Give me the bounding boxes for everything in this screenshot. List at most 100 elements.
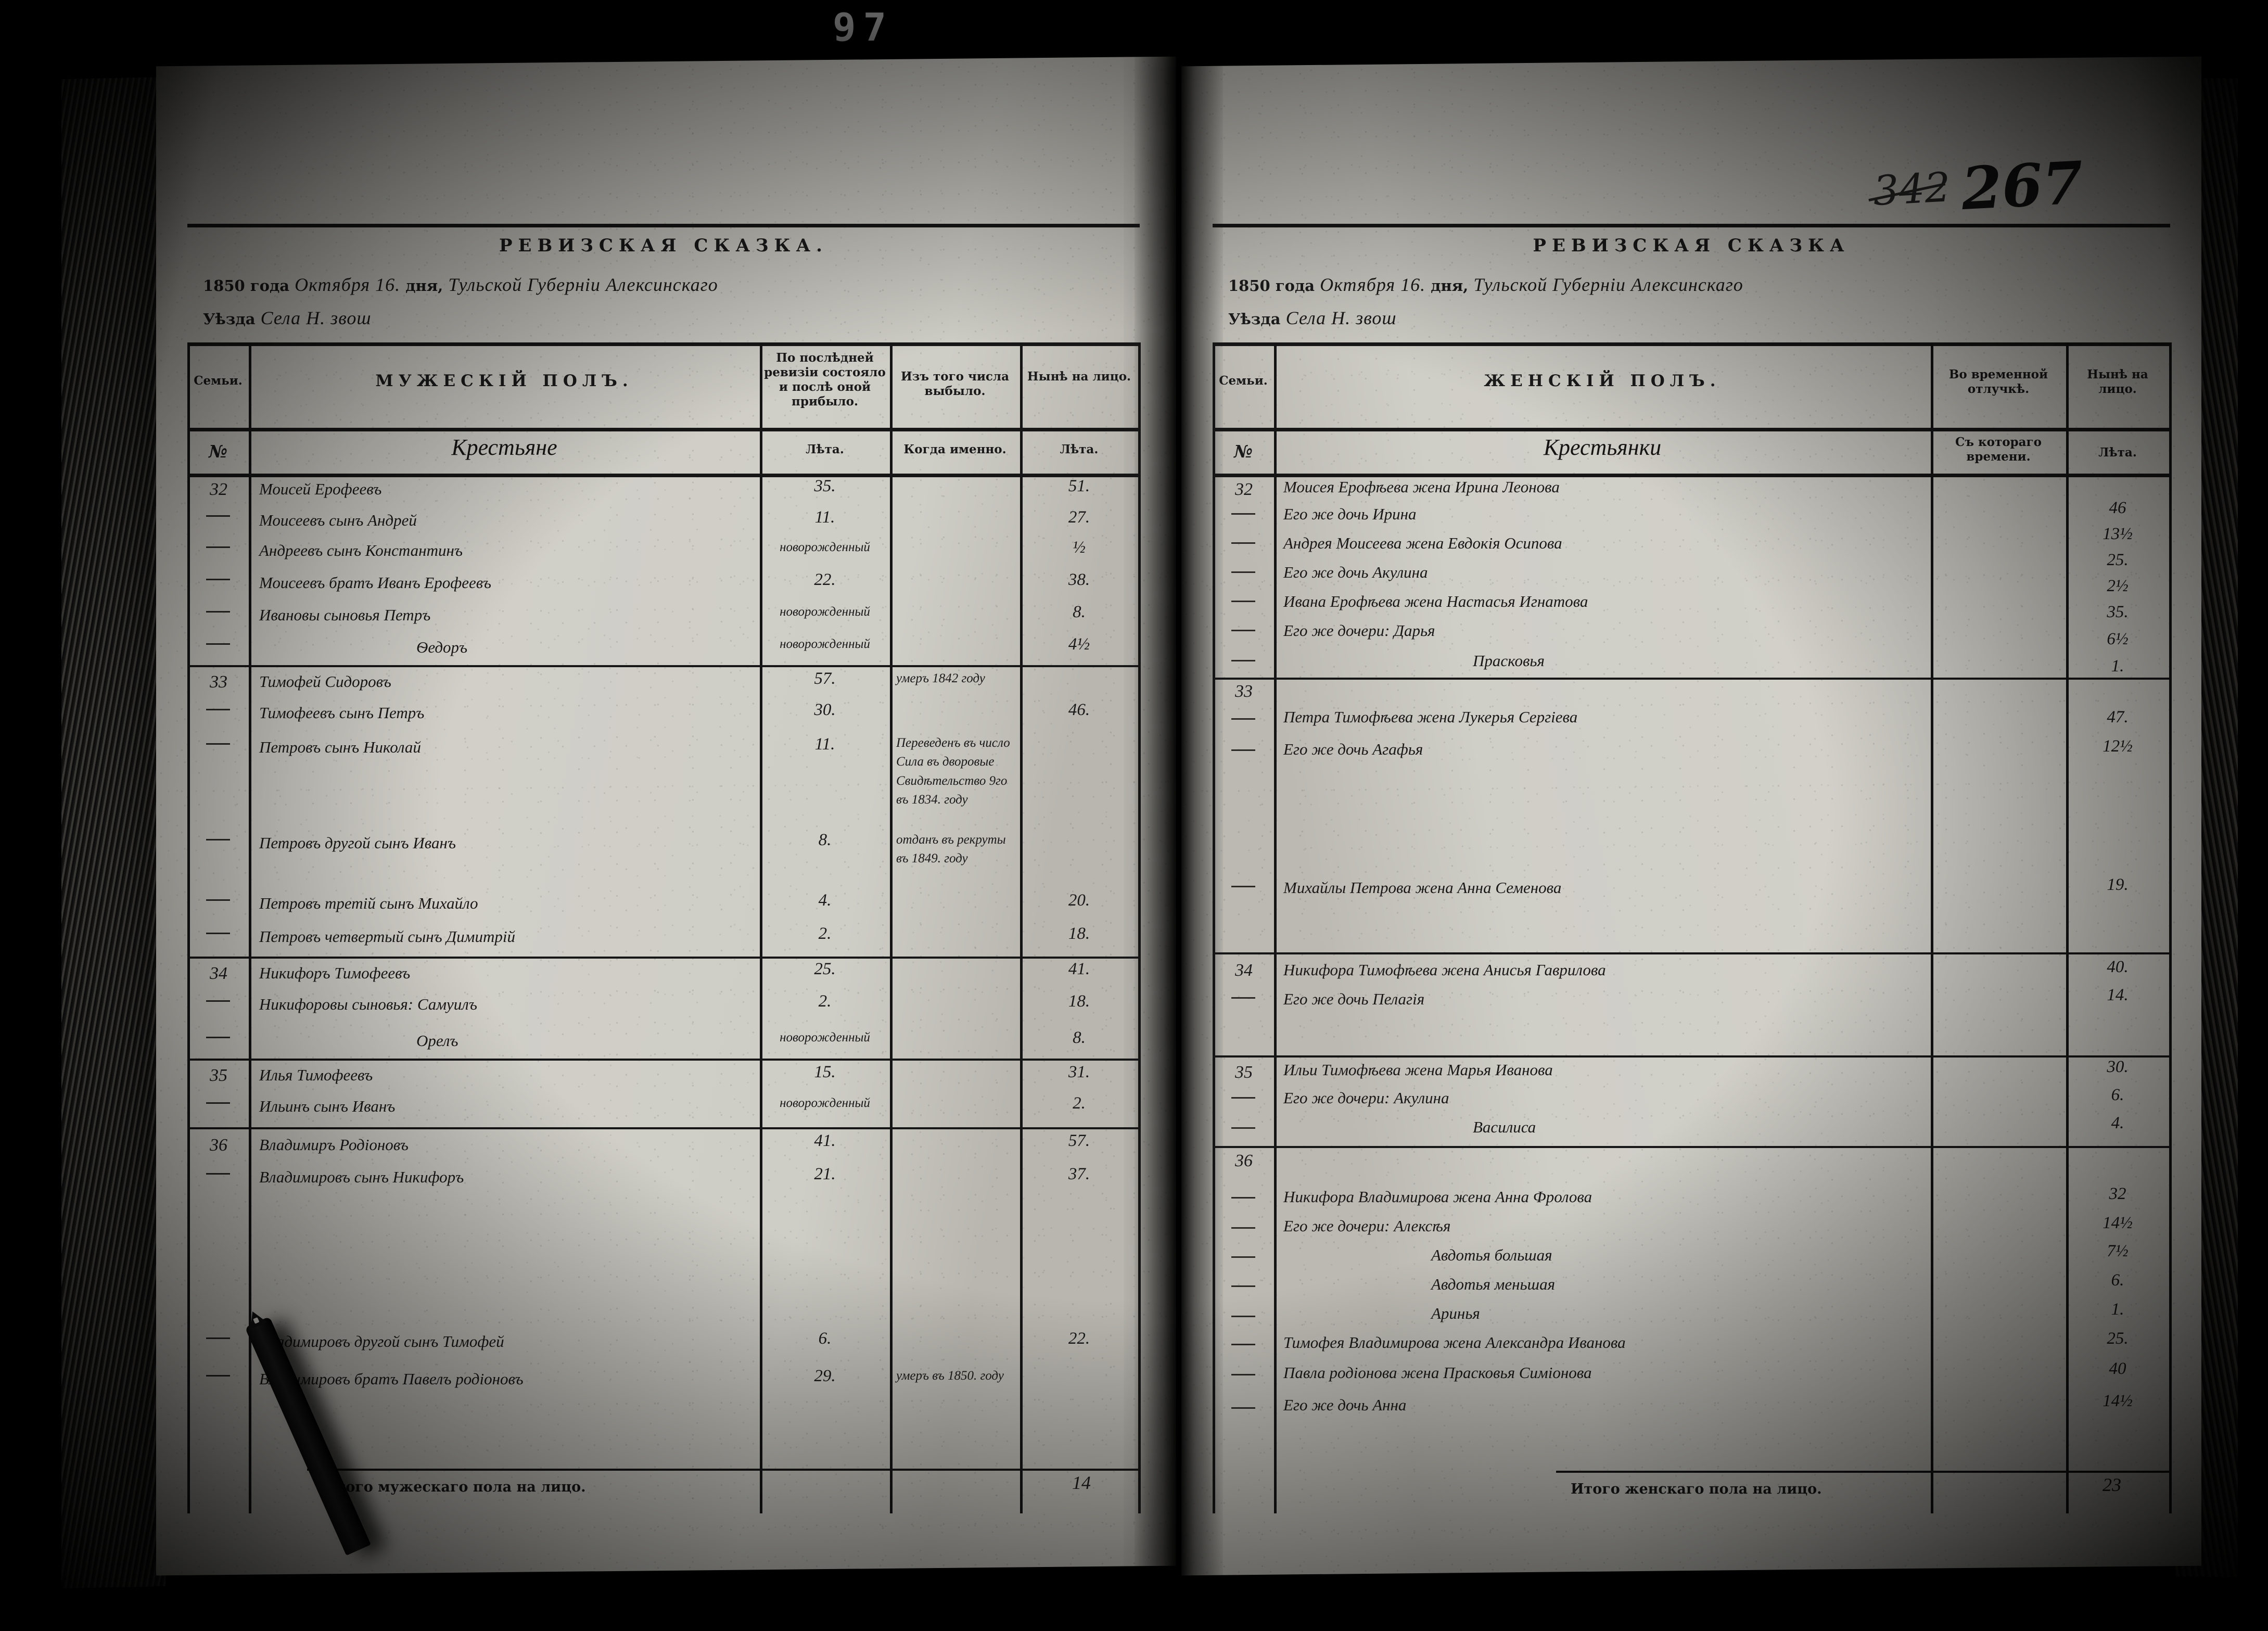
person-name: Михайлы Петрова жена Анна Семенова: [1283, 878, 1562, 897]
person-name: Моисеевъ братъ Иванъ Ерофеевъ: [259, 574, 491, 592]
colhead-now-left: Нынѣ на лицо.: [1027, 369, 1131, 384]
colhead-family-left: Семьи.: [194, 374, 243, 388]
subhead-years-now-right: Лѣта.: [2098, 445, 2137, 460]
colhead-absent-right: Во временной отлучкѣ.: [1948, 367, 2048, 397]
person-age-prev: новорожденный: [780, 1030, 870, 1044]
person-age-now: 32: [2109, 1184, 2126, 1203]
person-name: Авдотья большая: [1431, 1246, 1552, 1264]
family-number: 35: [1235, 1063, 1253, 1082]
subhead-peasant-women-right: Крестьянки: [1543, 435, 1662, 460]
page-title-right: РЕВИЗСКАЯ СКАЗКА: [1533, 235, 1850, 256]
person-age-now: 6.: [2111, 1086, 2124, 1104]
person-age-now: 4.: [2111, 1114, 2124, 1132]
person-name: Илья Тимофеевъ: [259, 1066, 373, 1084]
person-age-now: 51.: [1068, 477, 1090, 495]
person-age-prev: 29.: [814, 1367, 836, 1385]
person-age-prev: новорожденный: [780, 540, 870, 554]
person-name: Павла родіонова жена Прасковья Симіонова: [1283, 1364, 1592, 1382]
person-age-now: 25.: [2107, 1329, 2129, 1348]
subhead-years-now-left: Лѣта.: [1060, 442, 1099, 456]
person-age-now: 2.: [1073, 1094, 1086, 1113]
person-age-prev: новорожденный: [780, 637, 870, 651]
person-name: Ивана Ерофѣева жена Настасья Игнатова: [1283, 592, 1588, 610]
person-age-now: 40.: [2107, 958, 2129, 976]
person-age-now: ½: [1073, 538, 1086, 557]
preamble-line2-right: Уѣзда Села Н. звош: [1228, 307, 1397, 329]
person-age-now: 25.: [2107, 551, 2129, 569]
person-age-now: 8.: [1073, 1028, 1086, 1047]
total-value-male: 14: [1072, 1472, 1091, 1493]
subhead-peasants-left: Крестьяне: [451, 435, 557, 460]
preamble-date-left: Октября 16.: [295, 274, 401, 295]
person-name: Владимиръ Родіоновъ: [259, 1136, 409, 1154]
person-age-prev: 2.: [818, 992, 832, 1011]
subhead-when-left: Когда именно.: [903, 442, 1006, 456]
person-name: Тимофей Сидоровъ: [259, 672, 391, 691]
family-number: 36: [1235, 1151, 1253, 1170]
book-gutter-shadow: [1135, 31, 1223, 1603]
family-number: 33: [1235, 682, 1253, 701]
total-label-male: Итого мужескаго пола на лицо.: [324, 1479, 586, 1495]
person-age-now: 18.: [1068, 992, 1090, 1011]
family-number: 32: [1235, 480, 1253, 499]
person-name: Его же дочь Акулина: [1283, 563, 1428, 581]
person-age-now: 18.: [1068, 924, 1090, 943]
person-age-now: 6½: [2107, 630, 2129, 648]
person-name: Петровъ третій сынъ Михайло: [259, 894, 478, 912]
preamble-uyezd-right: Уѣзда: [1228, 310, 1281, 328]
person-age-now: 7½: [2107, 1242, 2129, 1260]
person-age-prev: новорожденный: [780, 1096, 870, 1110]
person-name: Никифоръ Тимофеевъ: [259, 964, 411, 982]
person-age-now: 14½: [2103, 1392, 2133, 1410]
person-name: Его же дочери: Акулина: [1283, 1089, 1449, 1107]
revision-table-female: РЕВИЗСКАЯ СКАЗКА 1850 года Октября 16. д…: [1213, 224, 2172, 1514]
departure-note: отданъ въ рекруты въ 1849. году: [896, 833, 1006, 866]
person-name: Моисей Ерофеевъ: [259, 480, 382, 498]
person-name: Орелъ: [416, 1031, 458, 1050]
person-name: Андрея Моисеева жена Евдокія Осипова: [1283, 534, 1562, 552]
person-name: Петра Тимофѣева жена Лукерья Сергіева: [1283, 708, 1578, 726]
person-name: Авдотья меньшая: [1431, 1275, 1555, 1293]
person-age-now: 1.: [2111, 657, 2124, 676]
person-age-now: 30.: [2107, 1057, 2129, 1076]
person-name: Прасковья: [1473, 652, 1545, 670]
person-name: Его же дочь Анна: [1283, 1396, 1407, 1414]
person-name: Петровъ четвертый сынъ Димитрій: [259, 927, 515, 946]
person-name: Ильинъ сынъ Иванъ: [259, 1097, 396, 1115]
person-age-prev: 25.: [814, 960, 836, 978]
departure-note: умеръ въ 1850. году: [896, 1369, 1004, 1383]
person-age-now: 14½: [2103, 1214, 2133, 1232]
person-name: Владимировъ другой сынъ Тимофей: [259, 1332, 504, 1350]
preamble-left: 1850 года Октября 16. дня, Тульской Губе…: [203, 274, 1129, 296]
colhead-sex-right: ЖЕНСКІЙ ПОЛЪ.: [1484, 372, 1721, 390]
person-age-now: 37.: [1068, 1165, 1090, 1183]
folio-current-number: 267: [1959, 148, 2085, 224]
person-age-now: 1.: [2111, 1300, 2124, 1319]
person-age-now: 6.: [2111, 1271, 2124, 1290]
colhead-since-last-left: По послѣдней ревизіи состояло и послѣ он…: [764, 351, 886, 409]
person-age-now: 47.: [2107, 708, 2129, 727]
family-number: 34: [210, 964, 227, 983]
person-name: Василиса: [1473, 1118, 1536, 1136]
person-age-now: 57.: [1068, 1131, 1090, 1150]
person-age-now: 46: [2109, 499, 2126, 517]
person-name: Моисея Ерофѣева жена Ирина Леонова: [1283, 478, 1560, 496]
person-name: Его же дочь Пелагія: [1283, 990, 1425, 1008]
subhead-years-left: Лѣта.: [806, 442, 844, 456]
preamble-village-right: Села Н. звош: [1285, 308, 1397, 328]
preamble-date-right: Октября 16.: [1320, 274, 1426, 295]
preamble-line2-left: Уѣзда Села Н. звош: [203, 307, 372, 329]
person-name: Его же дочери: Алексѣя: [1283, 1217, 1451, 1235]
person-name: Аринья: [1431, 1304, 1480, 1322]
subhead-number-left: №: [209, 441, 227, 462]
person-name: Владимировъ сынъ Никифоръ: [259, 1168, 464, 1186]
family-number: 35: [210, 1066, 227, 1085]
preamble-place-right: Тульской Губерніи Алексинскаго: [1473, 274, 1743, 295]
subhead-number-right: №: [1234, 441, 1253, 462]
person-age-now: 4½: [1068, 635, 1090, 654]
preamble-year-left: 1850: [203, 277, 245, 295]
person-age-prev: 22.: [814, 570, 836, 589]
person-age-prev: 6.: [818, 1329, 832, 1348]
colhead-now-right: Нынѣ на лицо.: [2087, 367, 2148, 397]
